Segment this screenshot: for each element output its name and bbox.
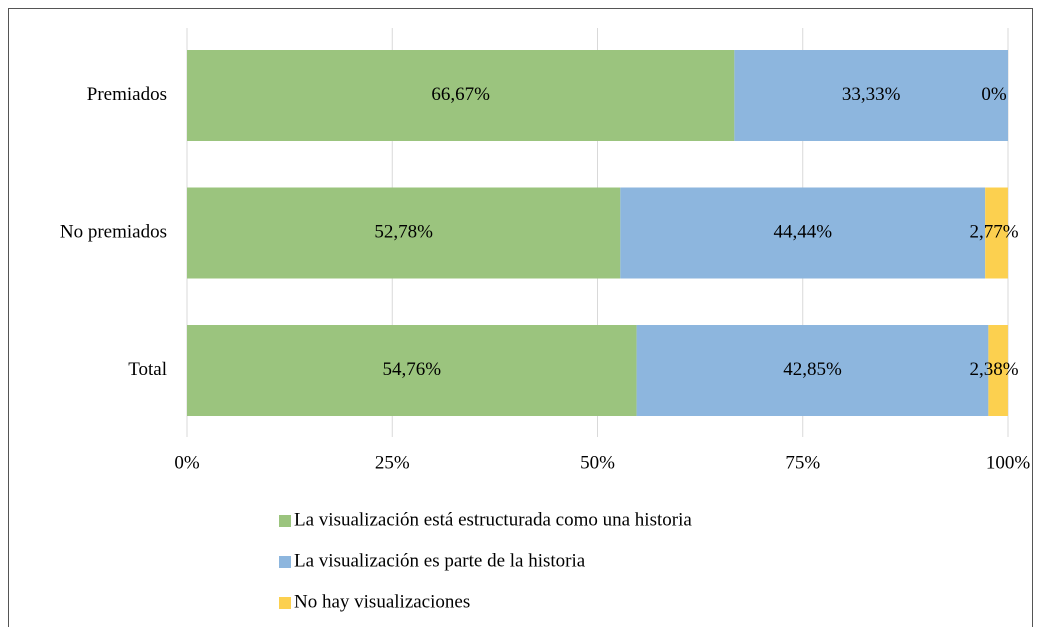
bar-segment [187, 187, 621, 279]
value-label: 2,38% [969, 359, 1018, 380]
bar-segment [636, 325, 989, 416]
x-tick-label: 75% [785, 452, 820, 473]
x-tick-label: 100% [986, 452, 1031, 473]
value-label: 2,77% [969, 221, 1018, 242]
x-tick-label: 0% [174, 452, 200, 473]
x-tick-label: 25% [375, 452, 410, 473]
legend-swatch [279, 515, 291, 527]
value-label: 0% [981, 84, 1007, 105]
value-label: 42,85% [783, 359, 842, 380]
bar-segment [734, 50, 1008, 141]
bar-segment [985, 187, 1008, 279]
frame [8, 8, 1033, 627]
bar-segment [988, 325, 1008, 416]
value-label: 52,78% [374, 221, 433, 242]
legend-label: La visualización está estructurada como … [294, 509, 692, 530]
bar-segment [187, 50, 735, 141]
legend-label: No hay visualizaciones [294, 591, 470, 612]
bar-segment [187, 325, 637, 416]
bar-segment [620, 187, 986, 279]
value-label: 54,76% [383, 359, 442, 380]
y-tick-label: Premiados [87, 84, 167, 105]
y-tick-label: No premiados [60, 221, 167, 242]
y-tick-label: Total [128, 359, 167, 380]
value-label: 66,67% [431, 84, 490, 105]
legend-label: La visualización es parte de la historia [294, 550, 586, 571]
value-label: 33,33% [842, 84, 901, 105]
legend-swatch [279, 556, 291, 568]
x-tick-label: 50% [580, 452, 615, 473]
value-label: 44,44% [773, 221, 832, 242]
legend-swatch [279, 597, 291, 609]
